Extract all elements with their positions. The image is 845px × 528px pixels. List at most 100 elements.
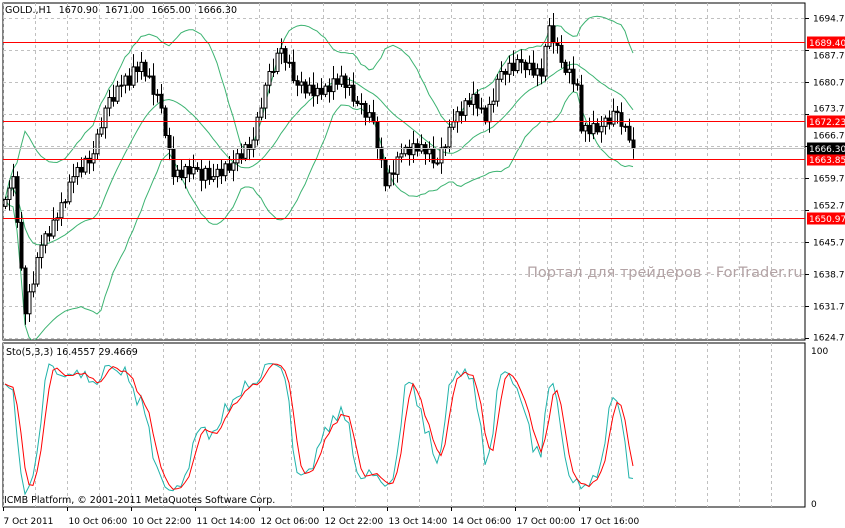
- candle-body: [319, 87, 324, 95]
- candle-body: [595, 123, 600, 133]
- candle-body: [315, 87, 320, 97]
- y-tick-label: 1659.70: [813, 175, 845, 185]
- level-price-tag: [807, 115, 845, 128]
- candle-body: [219, 168, 224, 177]
- candle-body: [355, 100, 360, 104]
- candle-body: [539, 68, 544, 77]
- candle-body: [295, 80, 300, 86]
- candle-body: [195, 166, 200, 170]
- x-tick-label: 10 Oct 22:00: [133, 517, 192, 527]
- level-price-label: 1650.97: [809, 215, 845, 225]
- candle-body: [67, 181, 72, 203]
- candle-body: [279, 48, 284, 54]
- low-value: 1665.00: [151, 5, 191, 16]
- indicator-axis-label: 100: [811, 347, 828, 357]
- x-tick-label: 10 Oct 06:00: [69, 517, 128, 527]
- candle-body: [399, 153, 404, 158]
- candle-body: [363, 102, 368, 118]
- candle-body: [15, 176, 20, 223]
- indicator-axis-label: 0: [811, 500, 817, 510]
- x-tick-label: 17 Oct 16:00: [581, 517, 640, 527]
- candle-body: [579, 84, 584, 132]
- watermark: Портал для трейдеров - ForTrader.ru: [527, 265, 803, 281]
- candle-body: [591, 123, 596, 135]
- candle-body: [531, 62, 536, 76]
- candle-body: [455, 111, 460, 123]
- candle-body: [263, 84, 268, 109]
- current-price-label: 1666.30: [809, 145, 845, 155]
- candle-body: [19, 221, 24, 269]
- candle-body: [71, 176, 76, 183]
- candle-body: [379, 147, 384, 161]
- candle-body: [439, 147, 444, 164]
- candle-body: [351, 84, 356, 102]
- candle-body: [619, 112, 624, 127]
- level-price-label: 1663.85: [809, 156, 845, 166]
- candle-body: [27, 291, 32, 315]
- candle-body: [95, 133, 100, 155]
- candle-body: [39, 244, 44, 259]
- candle-body: [127, 75, 132, 86]
- candle-body: [299, 81, 304, 86]
- y-tick-label: 1694.70: [813, 15, 845, 25]
- candle-body: [59, 202, 64, 219]
- candle-body: [199, 168, 204, 181]
- candle-body: [111, 97, 116, 102]
- candle-body: [375, 121, 380, 149]
- current-price-tag: [807, 142, 845, 155]
- candle-body: [99, 127, 104, 135]
- candle-body: [323, 85, 328, 95]
- candle-body: [615, 110, 620, 114]
- x-tick-label: 12 Oct 06:00: [261, 517, 320, 527]
- candle-body: [311, 84, 316, 97]
- candle-body: [343, 75, 348, 88]
- candle-body: [231, 162, 236, 171]
- chart-title: GOLD.,H1 1670.90 1671.00 1665.00 1666.30: [5, 5, 241, 16]
- candle-body: [303, 81, 308, 94]
- y-tick-label: 1631.70: [813, 303, 845, 313]
- candle-body: [207, 167, 212, 180]
- close-value: 1666.30: [197, 5, 237, 16]
- stochastic-label: Sto(5,3,3) 16.4557 29.4669: [6, 347, 138, 358]
- y-tick-label: 1652.70: [813, 202, 845, 212]
- candle-body: [491, 100, 496, 105]
- candle-body: [115, 85, 120, 102]
- y-tick-label: 1666.70: [813, 132, 845, 142]
- candle-body: [179, 169, 184, 179]
- candle-body: [523, 61, 528, 71]
- candle-body: [367, 112, 372, 118]
- symbol-label: GOLD.,H1: [5, 5, 52, 16]
- candle-body: [623, 125, 628, 128]
- x-tick-label: 12 Oct 22:00: [325, 517, 384, 527]
- candle-body: [251, 139, 256, 150]
- candle-body: [519, 59, 524, 63]
- candle-body: [247, 144, 252, 150]
- candle-body: [227, 163, 232, 171]
- candle-body: [575, 83, 580, 86]
- candle-body: [63, 201, 68, 204]
- y-tick-label: 1673.70: [813, 105, 845, 115]
- candle-body: [223, 163, 228, 177]
- candle-body: [507, 62, 512, 75]
- y-tick-label: 1624.70: [813, 334, 845, 344]
- candle-body: [147, 75, 152, 78]
- x-tick-label: 13 Oct 14:00: [389, 517, 448, 527]
- candle-body: [271, 70, 276, 73]
- candle-body: [267, 70, 272, 86]
- candle-body: [131, 66, 136, 86]
- candle-body: [547, 25, 552, 47]
- candle-body: [435, 162, 440, 165]
- open-value: 1670.90: [58, 5, 99, 16]
- candle-body: [447, 126, 452, 148]
- candle-body: [239, 153, 244, 159]
- candle-body: [335, 78, 340, 85]
- candle-body: [559, 44, 564, 63]
- candle-body: [463, 100, 468, 116]
- candle-body: [475, 93, 480, 109]
- stochastic-name: Sto(5,3,3): [6, 347, 54, 358]
- candle-body: [567, 68, 572, 73]
- candle-body: [471, 93, 476, 105]
- candle-body: [287, 61, 292, 64]
- candle-body: [307, 84, 312, 94]
